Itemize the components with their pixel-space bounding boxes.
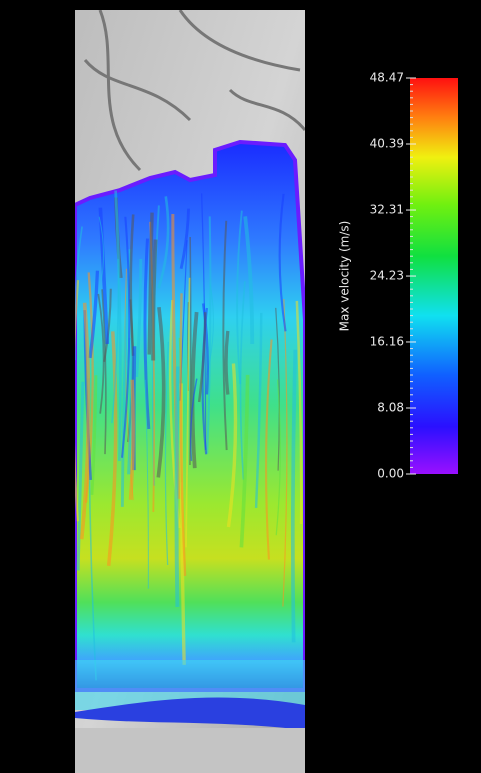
tick-label: 32.31 [370, 203, 404, 217]
tick-label: 16.16 [370, 334, 404, 348]
tick-label: 0.00 [377, 467, 404, 481]
flow-streak [176, 366, 177, 606]
flow-streak [226, 331, 228, 395]
colorbar-label: Max velocity (m/s) [338, 221, 352, 332]
tick-label: 8.08 [377, 400, 404, 414]
tick-label: 40.39 [370, 137, 404, 151]
tick-label: 24.23 [370, 269, 404, 283]
terrain-map [73, 10, 305, 773]
colorbar [410, 78, 458, 474]
visualization: Max velocity (m/s) 0.00 8.08 16.16 24.23 32.… [0, 0, 481, 773]
tick-label: 48.47 [370, 71, 404, 85]
